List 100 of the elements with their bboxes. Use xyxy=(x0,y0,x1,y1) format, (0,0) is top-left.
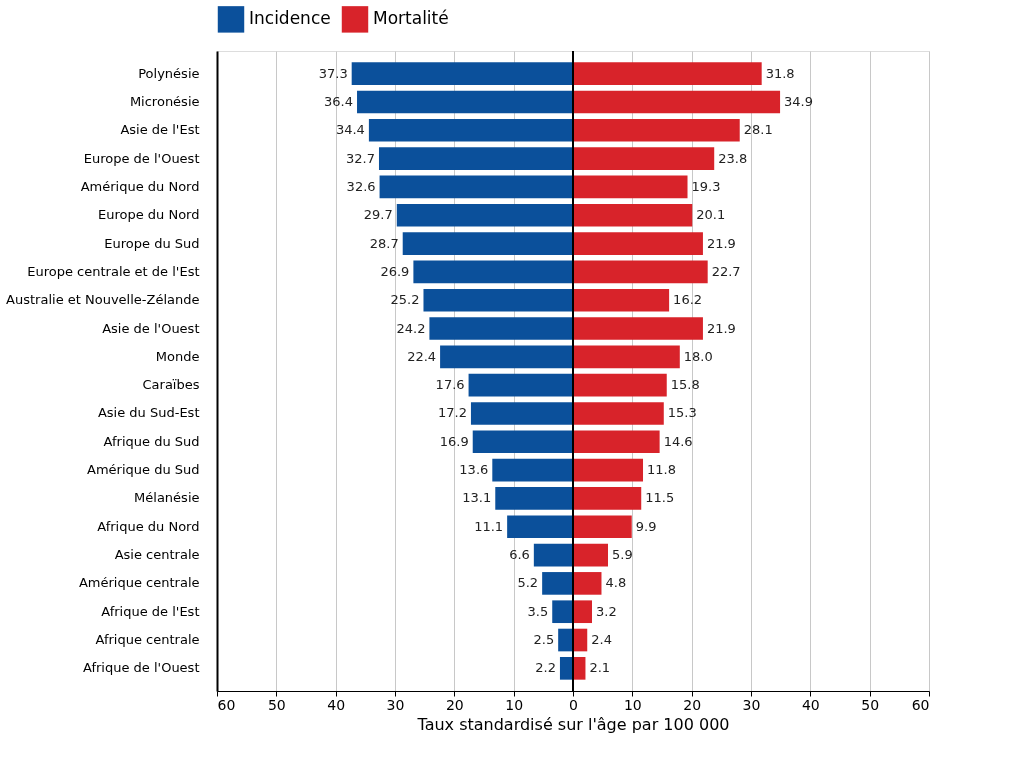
bar xyxy=(351,62,573,85)
data-label: 31.8 xyxy=(765,65,795,81)
data-label: 24.2 xyxy=(396,320,426,336)
y-tick-label: Afrique de l'Ouest xyxy=(83,660,200,676)
bar xyxy=(573,458,644,482)
bar xyxy=(573,515,632,539)
data-label: 14.6 xyxy=(663,433,693,449)
data-label: 29.7 xyxy=(363,207,393,223)
y-tick-label: Asie de l'Est xyxy=(120,122,200,138)
bar xyxy=(440,345,573,369)
legend-label: Mortalité xyxy=(373,8,449,29)
x-tick-label: 10 xyxy=(505,696,524,713)
data-label: 34.9 xyxy=(784,93,814,109)
data-label: 19.3 xyxy=(691,178,721,194)
data-label: 21.9 xyxy=(706,320,736,336)
x-tick-label: 50 xyxy=(861,696,880,713)
bar xyxy=(573,402,664,425)
x-tick-label: 40 xyxy=(801,696,820,713)
bar xyxy=(573,260,708,284)
y-tick-label: Afrique centrale xyxy=(95,632,200,648)
bar xyxy=(413,260,573,284)
x-tick-label: 20 xyxy=(683,696,702,713)
bar xyxy=(573,317,703,340)
bar xyxy=(423,288,573,312)
data-label: 6.6 xyxy=(509,547,530,563)
bar xyxy=(533,543,573,567)
y-tick-label: Amérique du Nord xyxy=(80,178,200,194)
data-label: 18.0 xyxy=(683,348,713,364)
x-tick-label: 10 xyxy=(623,696,642,713)
y-tick-label: Asie du Sud-Est xyxy=(97,405,200,421)
data-label: 2.1 xyxy=(589,660,611,676)
data-label: 11.8 xyxy=(647,462,676,478)
bar xyxy=(468,373,573,397)
data-label: 32.7 xyxy=(346,150,375,166)
bar xyxy=(470,402,573,425)
x-tick-label: 40 xyxy=(327,696,346,713)
bar xyxy=(507,515,573,539)
y-tick-label: Polynésie xyxy=(138,65,200,81)
y-tick-label: Europe de l'Ouest xyxy=(83,150,200,166)
y-tick-label: Australie et Nouvelle-Zélande xyxy=(6,292,200,308)
y-tick-label: Micronésie xyxy=(129,93,200,109)
bar xyxy=(379,175,573,199)
data-label: 22.4 xyxy=(407,348,437,364)
data-label: 16.9 xyxy=(439,433,469,449)
bar xyxy=(558,628,573,652)
y-tick-label: Europe du Sud xyxy=(104,235,200,251)
bar xyxy=(573,600,592,624)
bar xyxy=(573,232,703,255)
data-label: 9.9 xyxy=(635,518,657,534)
bar xyxy=(492,458,573,482)
data-label: 2.5 xyxy=(533,632,555,648)
bar xyxy=(573,288,670,312)
data-label: 2.4 xyxy=(591,632,612,648)
x-tick-label: 60 xyxy=(217,696,236,713)
data-label: 11.5 xyxy=(645,490,675,506)
data-label: 5.9 xyxy=(612,547,633,563)
x-tick-label: 0 xyxy=(569,696,578,713)
bar xyxy=(396,203,573,227)
bar xyxy=(495,487,573,510)
data-label: 22.7 xyxy=(711,263,741,279)
bar xyxy=(573,345,680,369)
data-label: 13.6 xyxy=(459,462,489,478)
y-tick-label: Amérique centrale xyxy=(78,575,200,591)
bar xyxy=(368,118,573,142)
data-label: 17.2 xyxy=(437,405,467,421)
data-label: 36.4 xyxy=(324,93,354,109)
bar xyxy=(472,430,573,454)
data-label: 2.2 xyxy=(535,660,556,676)
x-tick-label: 20 xyxy=(445,696,464,713)
x-axis-title: Taux standardisé sur l'âge par 100 000 xyxy=(416,714,730,734)
x-tick-label: 30 xyxy=(742,696,761,713)
y-tick-label: Afrique de l'Est xyxy=(101,603,200,619)
y-tick-label: Monde xyxy=(155,348,200,364)
x-tick-label: 60 xyxy=(911,696,930,713)
bar xyxy=(357,90,573,114)
y-tick-label: Amérique du Sud xyxy=(87,462,200,478)
y-tick-label: Caraïbes xyxy=(142,377,200,393)
data-label: 25.2 xyxy=(390,292,420,308)
bar xyxy=(429,317,573,340)
data-label: 26.9 xyxy=(380,263,410,279)
bar xyxy=(573,175,688,199)
data-label: 37.3 xyxy=(318,65,348,81)
bar xyxy=(542,572,573,595)
bar xyxy=(378,147,573,170)
data-label: 13.1 xyxy=(462,490,492,506)
data-label: 11.1 xyxy=(474,518,504,534)
data-label: 5.2 xyxy=(517,575,539,591)
data-label: 15.8 xyxy=(670,377,700,393)
bar xyxy=(573,487,642,510)
bar xyxy=(573,118,740,142)
bar xyxy=(573,373,667,397)
y-tick-label: Europe du Nord xyxy=(97,207,200,223)
bar xyxy=(573,147,715,170)
data-label: 34.4 xyxy=(335,122,365,138)
data-label: 28.7 xyxy=(369,235,399,251)
data-label: 17.6 xyxy=(435,377,465,393)
bar xyxy=(552,600,573,624)
y-tick-label: Mélanésie xyxy=(134,490,200,506)
data-label: 21.9 xyxy=(706,235,736,251)
bar xyxy=(573,657,586,680)
